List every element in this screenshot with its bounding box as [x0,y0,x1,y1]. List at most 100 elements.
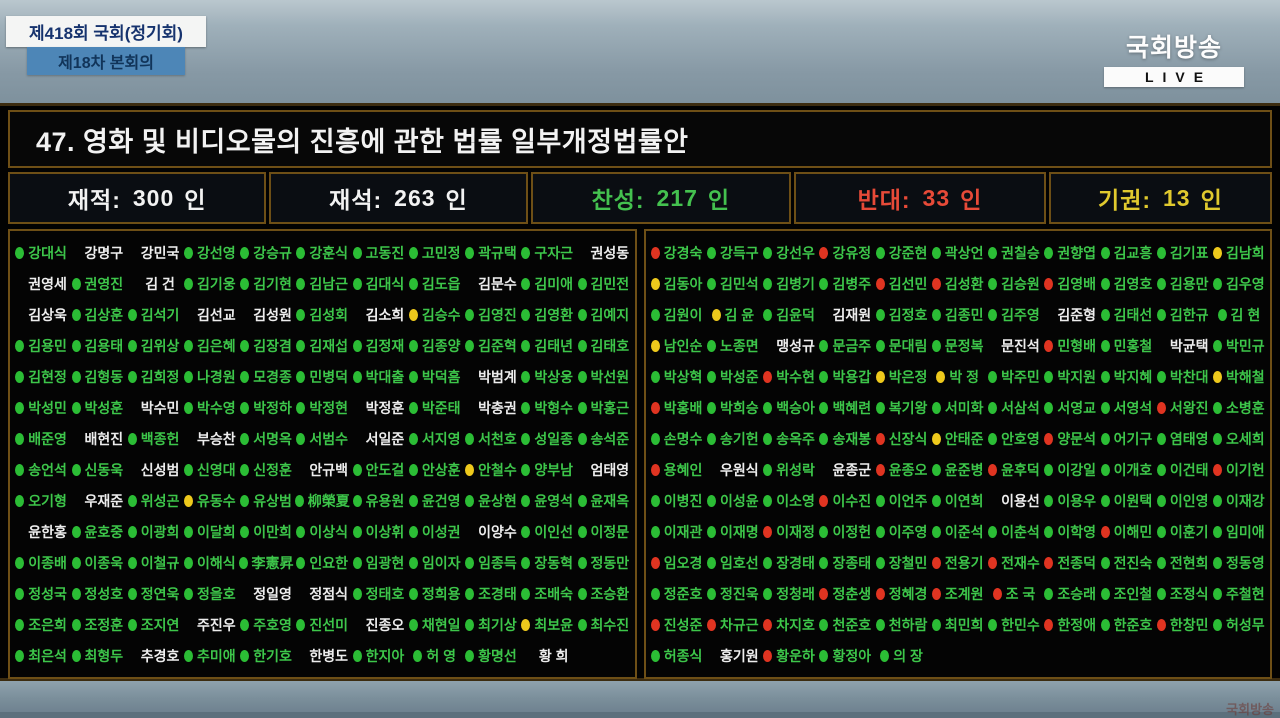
member-name: 이성윤 [720,492,759,509]
member-name: 정준호 [663,585,703,602]
member-name: 김용태 [84,337,124,354]
member-cell: 김상훈 [69,305,125,325]
vote-dot-abstain [650,277,660,290]
member-name: 김선민 [888,275,928,292]
member-cell: 정연욱 [125,584,181,604]
member-cell: 부승찬 [182,429,238,449]
member-name: 허성무 [1226,616,1265,633]
member-name: 김예지 [590,306,630,323]
member-cell: 한창민 [1155,615,1211,635]
member-cell: 최형두 [69,646,125,666]
member-cell: 서삼석 [986,398,1042,418]
member-cell: 성일종 [519,429,575,449]
member-name: 김영환 [534,306,573,323]
member-cell: 윤후덕 [986,460,1042,480]
member-cell: 윤종군 [817,460,873,480]
member-cell: 박지원 [1042,367,1098,387]
vote-dot-approve [183,339,193,352]
member-cell: 전현희 [1155,553,1211,573]
vote-dot-approve [1213,525,1223,538]
member-cell: 차지호 [761,615,817,635]
member-name: 정태호 [365,585,405,602]
member-cell: 박지혜 [1098,367,1154,387]
member-cell: 이광희 [125,522,181,542]
vote-dot-approve [707,339,717,352]
vote-dot-approve [988,618,998,631]
vote-dot-approve [650,649,660,662]
member-cell: 이언주 [873,491,929,511]
vote-dot-oppose [650,556,660,569]
vote-dot-approve [71,277,81,290]
member-name: 강승규 [253,244,292,261]
member-cell: 안호영 [986,429,1042,449]
member-cell: 이상식 [294,522,350,542]
member-name: 신동욱 [84,461,124,478]
vote-dot-approve [240,401,250,414]
member-name: 김도읍 [421,275,461,292]
vote-dot-approve [352,494,362,507]
member-cell: 김태년 [519,336,575,356]
vote-dot-approve [1213,401,1223,414]
member-name: 김재원 [832,306,872,323]
member-cell: 박용갑 [817,367,873,387]
member-cell: 정혜경 [873,584,929,604]
vote-dot-approve [183,277,193,290]
member-board-left: 강대식 강명구 강민국 강선영 강승규 강훈식 고동진 고민정 곽규택 구자근 권성동 권영세 권영진 김… [8,229,637,679]
vote-dot-approve [577,308,587,321]
member-name: 조지연 [140,616,180,633]
member-cell: 이성권 [407,522,463,542]
vote-dot-approve [71,649,81,662]
member-cell: 서일준 [350,429,406,449]
vote-dot-approve [240,370,250,383]
vote-dot-approve [408,525,418,538]
member-cell: 이만희 [238,522,294,542]
member-name: 김성회 [309,306,349,323]
vote-dot-approve [1100,339,1110,352]
member-name: 송기헌 [720,430,759,447]
member-name: 최보윤 [534,616,573,633]
member-name: 김병주 [832,275,872,292]
vote-dot-approve [352,587,362,600]
vote-dot-abstain [650,339,660,352]
member-name: 조배숙 [534,585,573,602]
member-cell: 정성호 [69,584,125,604]
member-name: 송언석 [28,461,67,478]
member-name: 한정애 [1057,616,1097,633]
member-name: 박지원 [1057,368,1097,385]
member-name: 우원식 [720,461,759,478]
vote-dot-oppose [1156,618,1166,631]
vote-dot-oppose [988,463,998,476]
member-cell: 김남희 [1211,243,1267,263]
member-name: 조계원 [944,585,984,602]
member-name: 정청래 [776,585,815,602]
member-cell: 권영진 [69,274,125,294]
member-cell: 한지아 [350,646,406,666]
vote-summary-row: 재적: 300 인 재석: 263 인 찬성: 217 인 반대: 33 인 기권: 13 인 [8,172,1273,224]
vote-dot-approve [296,370,306,383]
vote-dot-approve [15,494,25,507]
member-cell: 이병진 [649,491,705,511]
member-cell: 김선민 [873,274,929,294]
vote-dot-oppose [931,587,941,600]
vote-dot-approve [1044,525,1054,538]
member-cell: 김성회 [294,305,350,325]
member-name: 황운하 [776,647,815,664]
member-cell: 강훈식 [294,243,350,263]
member-cell: 서영교 [1042,398,1098,418]
vote-dot-abstain [521,618,531,631]
member-cell: 김한규 [1155,305,1211,325]
member-cell: 김원이 [649,305,705,325]
member-cell: 김재섭 [294,336,350,356]
vote-dot-approve [1156,556,1166,569]
member-name: 이강일 [1057,461,1097,478]
member-name: 서영교 [1057,399,1097,416]
member-cell: 권칠승 [986,243,1042,263]
member-name: 강경숙 [663,244,703,261]
member-cell: 유상범 [238,491,294,511]
member-name: 박홍근 [590,399,630,416]
member-name: 모경종 [253,368,292,385]
vote-dot-approve [931,339,941,352]
vote-dot-oppose [1100,525,1110,538]
vote-dot-approve [71,618,81,631]
member-name: 김윤덕 [776,306,815,323]
